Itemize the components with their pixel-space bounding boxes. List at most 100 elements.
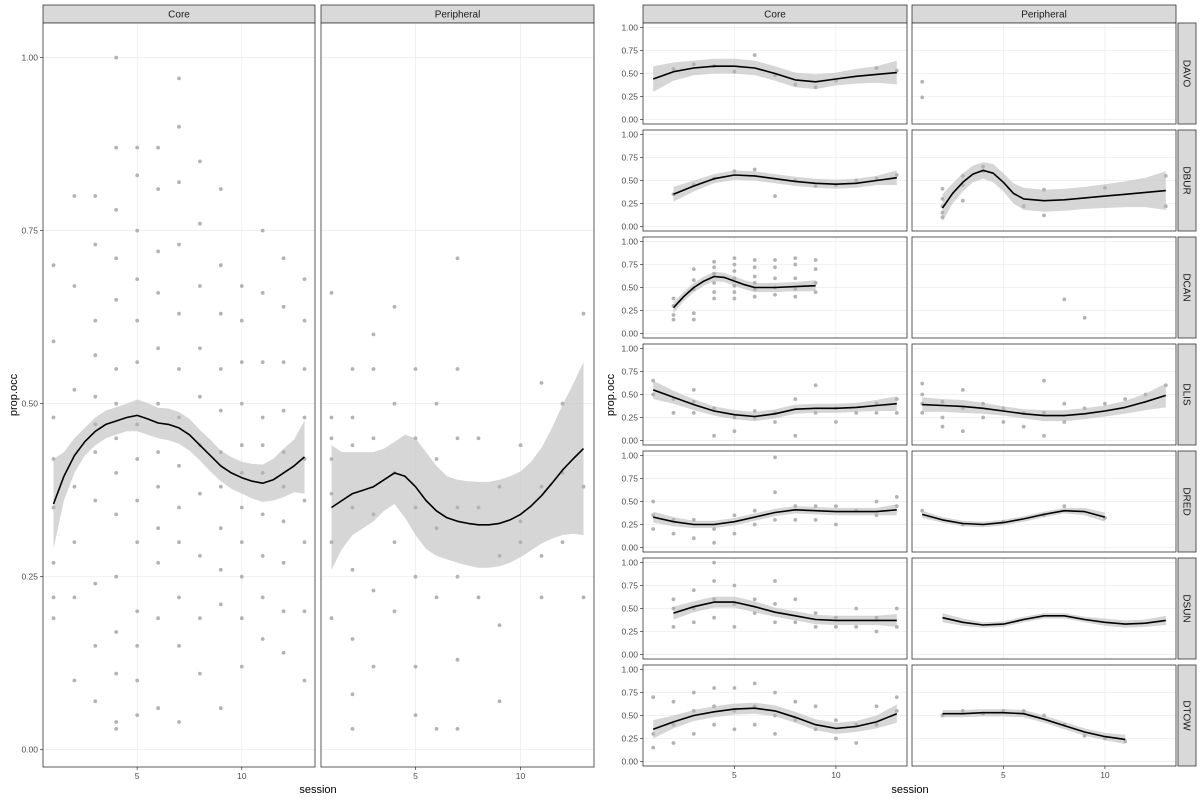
left-core-point-33	[114, 436, 119, 441]
left-core-panel-bg	[43, 23, 315, 767]
right-dbur-peripheral-point-15	[1163, 204, 1168, 209]
left-core-point-109	[239, 574, 244, 579]
left-core-point-138	[302, 540, 307, 544]
right-dlis-peripheral-point-7	[960, 388, 965, 392]
right-dlis-peripheral-panel-border	[911, 343, 1177, 446]
left-core-point-24	[93, 644, 98, 648]
left-peripheral-strip-label: Peripheral	[435, 10, 481, 21]
left-core-point-137	[302, 498, 307, 503]
left-core-point-87	[198, 554, 202, 558]
left-core-point-14	[72, 678, 77, 683]
left-core-point-66	[156, 706, 161, 711]
right-dlis-peripheral-point-22	[1103, 401, 1107, 406]
left-peripheral-xtick-label-5: 5	[413, 771, 418, 781]
right-dbur-peripheral-point-7	[960, 198, 965, 203]
right-dred-core-point-0	[651, 499, 656, 504]
left-core-point-140	[302, 678, 307, 683]
left-core-xtick-label-10: 10	[237, 771, 247, 781]
left-peripheral-point-33	[434, 457, 439, 461]
right-dtow-core-point-9	[712, 686, 716, 690]
right-dred-core-point-13	[773, 455, 777, 460]
right-dlis-peripheral-point-15	[1021, 424, 1026, 429]
right-row-davo-strip-label: DAVO	[1181, 60, 1192, 88]
right-dlis-peripheral-point-13	[1001, 420, 1006, 424]
left-core-panel-border	[42, 22, 316, 768]
left-core-point-117	[260, 471, 265, 475]
left-core-point-36	[114, 574, 119, 579]
right-dsun-core-point-12	[732, 625, 737, 629]
left-peripheral-point-11	[350, 567, 355, 572]
right-dtow-peripheral-panel-border	[911, 664, 1177, 767]
right-dcan-core-point-22	[752, 258, 757, 262]
left-core-point-90	[218, 187, 223, 192]
right-dsun-core-point-7	[712, 579, 716, 583]
right-dsun-peripheral-smooth-line	[942, 615, 1166, 626]
right-dtow-core-smooth-line	[652, 707, 898, 731]
right-row-dred-strip	[1177, 450, 1197, 553]
right-dtow-core-xtick-label-10: 10	[831, 770, 841, 780]
left-core-point-91	[218, 263, 223, 268]
left-core-point-133	[302, 318, 307, 323]
right-dlis-core-point-21	[854, 411, 859, 415]
left-core-point-47	[135, 422, 140, 427]
right-dcan-core-point-27	[752, 294, 757, 299]
left-peripheral-point-8	[350, 415, 355, 420]
right-davo-core-point-9	[874, 66, 879, 70]
right-dlis-peripheral-point-4	[940, 399, 945, 404]
right-dlis-peripheral-smooth-line	[922, 394, 1167, 417]
right-dred-core-point-14	[773, 490, 777, 495]
right-dred-core-ytick-label-0.25: 0.25	[621, 519, 638, 529]
right-dsun-peripheral-panel-border	[911, 557, 1177, 660]
right-dred-peripheral-confidence-band	[922, 507, 1105, 528]
right-dtow-core-point-18	[773, 690, 777, 695]
right-dcan-peripheral-panel-border	[911, 236, 1177, 339]
right-dcan-core-point-6	[691, 267, 696, 271]
right-davo-core-point-6	[793, 82, 798, 87]
left-core-point-112	[260, 228, 265, 233]
left-core-point-0	[51, 263, 56, 268]
right-davo-core-point-7	[813, 85, 818, 90]
right-dcan-core-point-16	[732, 262, 737, 267]
left-core-point-101	[239, 284, 244, 288]
right-dred-core-ytick-label-1.00: 1.00	[621, 451, 638, 461]
left-peripheral-point-54	[539, 381, 544, 385]
right-dlis-core-ytick-label-0.25: 0.25	[621, 412, 638, 422]
right-dbur-core-ytick-label-0.75: 0.75	[621, 153, 638, 163]
left-core-point-86	[198, 491, 202, 496]
right-dlis-peripheral-point-5	[940, 415, 945, 420]
left-core-point-51	[135, 609, 140, 614]
right-dred-core-point-19	[813, 518, 818, 522]
left-core-point-79	[177, 720, 181, 724]
right-dred-core-point-15	[773, 518, 777, 522]
right-dsun-core-point-5	[691, 620, 696, 625]
right-dtow-core-point-2	[651, 745, 656, 750]
right-dsun-core-point-0	[671, 597, 676, 602]
right-dtow-core-ytick-label-0.50: 0.50	[621, 711, 638, 721]
right-dlis-core-point-23	[874, 411, 879, 415]
left-core-point-64	[156, 560, 161, 565]
right-davo-core-point-4	[752, 53, 757, 57]
left-peripheral-point-46	[476, 595, 481, 600]
right-dsun-core-point-21	[813, 625, 818, 629]
right-dlis-core-point-7	[712, 406, 716, 411]
right-dsun-core-point-26	[874, 615, 879, 620]
left-peripheral-point-37	[455, 256, 460, 261]
left-core-point-122	[281, 256, 286, 261]
right-dred-core-point-5	[691, 518, 696, 522]
right-davo-core-point-1	[691, 62, 696, 67]
right-dlis-peripheral-point-12	[1001, 406, 1006, 411]
right-dlis-peripheral-point-23	[1123, 397, 1128, 401]
right-dlis-peripheral-point-8	[960, 406, 965, 411]
right-dred-core-point-9	[732, 513, 737, 518]
left-core-point-12	[72, 540, 77, 544]
left-peripheral-point-40	[455, 505, 460, 510]
right-davo-core-ytick-label-0.00: 0.00	[621, 114, 638, 124]
right-dtow-peripheral-point-0	[940, 713, 945, 718]
right-dred-core-point-16	[793, 504, 798, 508]
right-dred-core-ytick-label-0.75: 0.75	[621, 474, 638, 484]
right-dbur-core-ytick-label-0.25: 0.25	[621, 198, 638, 208]
right-dlis-peripheral-point-24	[1143, 392, 1148, 397]
left-core-point-70	[177, 242, 181, 247]
right-dtow-peripheral-smooth-line	[942, 711, 1126, 741]
right-dtow-core-point-10	[712, 704, 716, 709]
